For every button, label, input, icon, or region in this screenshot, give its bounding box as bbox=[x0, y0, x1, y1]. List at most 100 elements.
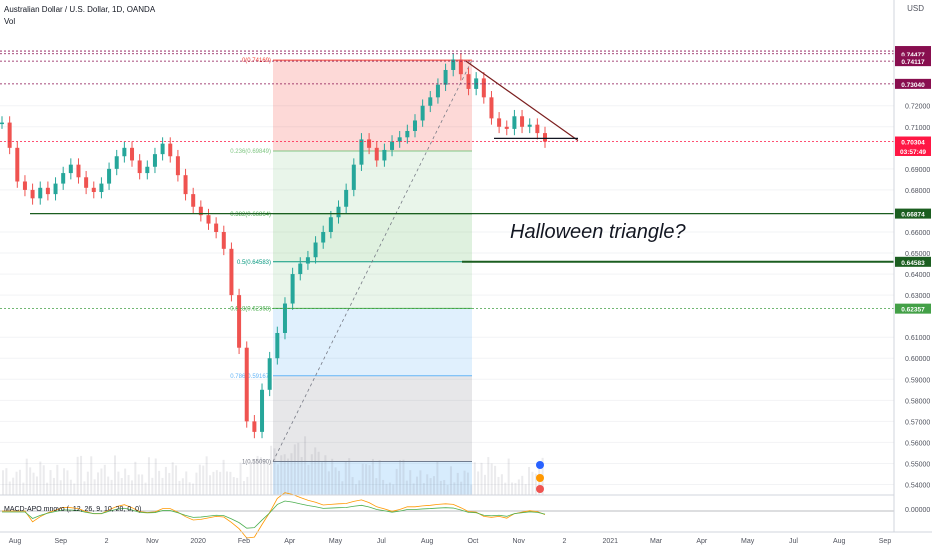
volume-bar bbox=[321, 462, 324, 495]
volume-bar bbox=[32, 472, 35, 495]
volume-bar bbox=[246, 476, 249, 495]
x-tick-label: Nov bbox=[512, 538, 525, 545]
volume-bar bbox=[127, 475, 130, 495]
volume-bar bbox=[178, 480, 181, 495]
volume-bar bbox=[466, 472, 469, 495]
x-tick-label: Aug bbox=[833, 538, 846, 545]
x-tick-label: Jul bbox=[377, 538, 386, 545]
fib-level-label: 0.5(0.64583) bbox=[237, 260, 271, 266]
y-tick-label: 0.56000 bbox=[905, 440, 930, 447]
volume-bar bbox=[436, 461, 439, 495]
volume-bar bbox=[225, 471, 228, 495]
y-tick-label: 0.66000 bbox=[905, 230, 930, 237]
volume-bar bbox=[73, 483, 76, 495]
volume-bar bbox=[354, 484, 357, 495]
candle-body bbox=[428, 97, 433, 106]
volume-bar bbox=[371, 458, 374, 495]
candle-body bbox=[198, 206, 203, 216]
volume-bar bbox=[446, 484, 449, 495]
currency-label[interactable]: USD bbox=[907, 4, 924, 13]
volume-bar bbox=[412, 483, 415, 495]
y-tick-label: 0.65000 bbox=[905, 251, 930, 258]
volume-bar bbox=[107, 476, 110, 495]
price-tag bbox=[895, 145, 931, 156]
volume-bar bbox=[276, 464, 279, 495]
x-tick-label: 2 bbox=[105, 538, 109, 545]
x-tick-label: May bbox=[329, 538, 343, 545]
volume-bar bbox=[483, 474, 486, 495]
candle-body bbox=[168, 143, 173, 157]
x-tick-label: May bbox=[741, 538, 755, 545]
volume-bar bbox=[263, 459, 266, 495]
candle-body bbox=[520, 116, 525, 127]
candle-body bbox=[206, 215, 211, 224]
volume-bar bbox=[209, 475, 212, 495]
candle-body bbox=[489, 97, 494, 119]
candle-body bbox=[244, 347, 249, 422]
volume-bar bbox=[511, 482, 514, 495]
candle-body bbox=[535, 124, 540, 134]
volume-bar bbox=[473, 462, 476, 495]
volume-bar bbox=[175, 465, 178, 495]
volume-bar bbox=[236, 477, 239, 495]
candle-body bbox=[145, 166, 150, 174]
candle-body bbox=[45, 187, 50, 195]
candle-body bbox=[390, 141, 395, 150]
volume-bar bbox=[59, 480, 62, 495]
volume-bar bbox=[253, 459, 256, 495]
volume-bar bbox=[375, 478, 378, 495]
volume-bar bbox=[361, 463, 364, 495]
y-tick-label: 0.58000 bbox=[905, 398, 930, 405]
x-tick-label: Sep bbox=[55, 538, 68, 545]
candle-body bbox=[298, 263, 303, 275]
volume-bar bbox=[158, 470, 161, 495]
volume-bar bbox=[168, 472, 171, 495]
triangle-upper-line bbox=[465, 60, 579, 141]
volume-bar bbox=[293, 444, 296, 495]
macd-tick-label: 0.00000 bbox=[905, 507, 930, 514]
candle-body bbox=[321, 231, 326, 243]
volume-bar bbox=[300, 456, 303, 495]
price-tag bbox=[895, 256, 931, 267]
candle-body bbox=[512, 116, 517, 129]
candle-body bbox=[359, 139, 364, 165]
volume-bar bbox=[52, 477, 55, 495]
x-tick-label: Feb bbox=[238, 538, 250, 545]
candle-body bbox=[497, 118, 502, 127]
volume-bar bbox=[215, 470, 218, 495]
volume-bar bbox=[15, 471, 18, 495]
volume-bar bbox=[212, 471, 215, 495]
volume-bar bbox=[531, 471, 534, 495]
volume-bar bbox=[497, 476, 500, 495]
volume-bar bbox=[460, 481, 463, 495]
volume-bar bbox=[83, 481, 86, 495]
candle-body bbox=[175, 156, 180, 176]
candle-body bbox=[405, 130, 410, 138]
fib-level-label: 0.618(0.62368) bbox=[230, 306, 271, 312]
candle-body bbox=[15, 147, 20, 182]
event-icon bbox=[536, 461, 544, 469]
volume-bar bbox=[2, 470, 4, 495]
volume-bar bbox=[90, 456, 93, 495]
volume-bar bbox=[56, 464, 59, 495]
volume-bar bbox=[463, 470, 466, 495]
y-tick-label: 0.57000 bbox=[905, 419, 930, 426]
volume-bar bbox=[344, 461, 347, 495]
volume-bar bbox=[378, 460, 381, 495]
volume-bar bbox=[144, 482, 147, 495]
volume-bar bbox=[18, 469, 21, 495]
volume-bar bbox=[39, 461, 42, 495]
volume-bar bbox=[63, 468, 66, 495]
volume-bar bbox=[164, 466, 167, 495]
volume-bar bbox=[29, 467, 32, 495]
candle-body bbox=[107, 168, 112, 184]
volume-bar bbox=[273, 448, 276, 495]
volume-bar bbox=[358, 480, 361, 495]
volume-bar bbox=[507, 458, 510, 495]
candle-body bbox=[443, 69, 448, 85]
volume-bar bbox=[222, 459, 225, 495]
volume-label: Vol bbox=[4, 17, 16, 26]
candle-body bbox=[22, 181, 27, 190]
candle-body bbox=[0, 122, 4, 125]
